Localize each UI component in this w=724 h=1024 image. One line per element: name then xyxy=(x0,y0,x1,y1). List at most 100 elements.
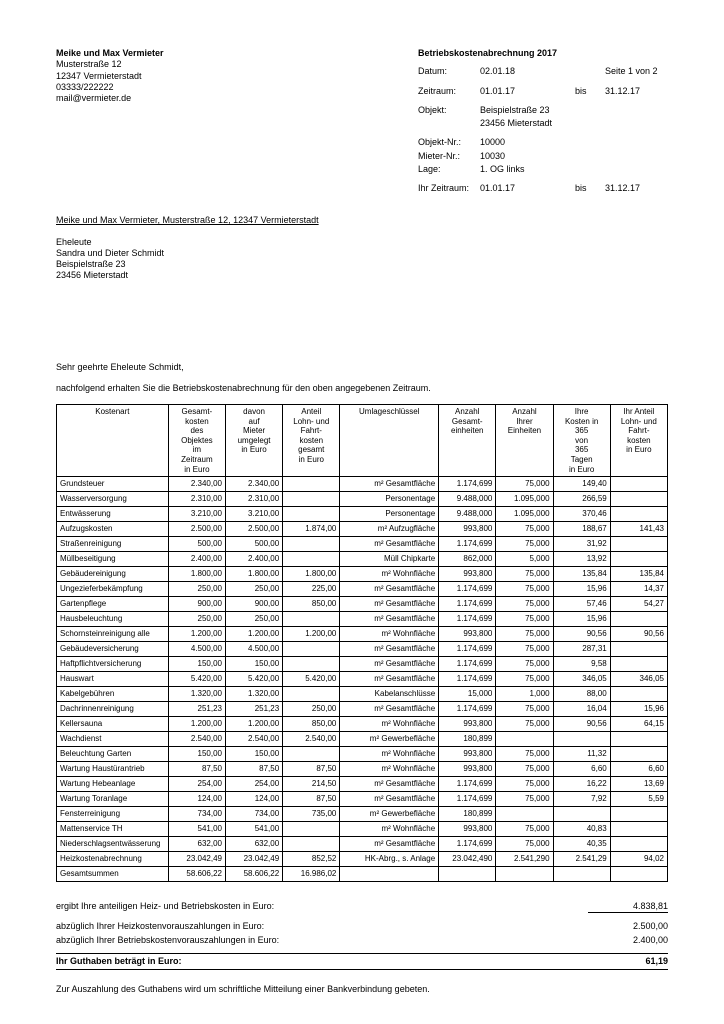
period-from: 01.01.17 xyxy=(480,85,575,98)
recipient-l1: Eheleute xyxy=(56,237,668,248)
ihrz-to: 31.12.17 xyxy=(605,182,668,195)
summary-betrieb-val: 2.400,00 xyxy=(588,935,668,946)
table-row: Wartung Toranlage124,00124,0087,50m² Ges… xyxy=(57,792,668,807)
table-row: Haftpflichtversicherung150,00150,00m² Ge… xyxy=(57,657,668,672)
cell-ik xyxy=(553,807,610,822)
cell-il: 14,37 xyxy=(610,582,667,597)
cell-mieter: 251,23 xyxy=(225,702,282,717)
cell-lohn xyxy=(283,477,340,492)
cell-schluessel: m² Gesamtfläche xyxy=(340,582,439,597)
cell-ie: 1.095,000 xyxy=(496,507,553,522)
objnr: 10000 xyxy=(480,136,668,149)
cell-ie: 5,000 xyxy=(496,552,553,567)
summary-block: ergibt Ihre anteiligen Heiz- und Betrieb… xyxy=(56,900,668,970)
table-row: Wachdienst2.540,002.540,002.540,00m² Gew… xyxy=(57,732,668,747)
table-header-row: Kostenart Gesamt-kostendesObjektesimZeit… xyxy=(57,405,668,477)
cell-ge: 993,800 xyxy=(439,567,496,582)
cell-gesamt: 5.420,00 xyxy=(168,672,225,687)
cell-mieter: 124,00 xyxy=(225,792,282,807)
col-schluessel: Umlageschlüssel xyxy=(340,405,439,477)
cell-gesamt: 150,00 xyxy=(168,657,225,672)
col-mieter: davonaufMieterumgelegtin Euro xyxy=(225,405,282,477)
cost-table: Kostenart Gesamt-kostendesObjektesimZeit… xyxy=(56,404,668,882)
cell-mieter: 2.500,00 xyxy=(225,522,282,537)
table-row: Kabelgebühren1.320,001.320,00Kabelanschl… xyxy=(57,687,668,702)
cell-ik: 16,22 xyxy=(553,777,610,792)
sender-block: Meike und Max Vermieter Musterstraße 12 … xyxy=(56,48,164,104)
cell-ie: 75,000 xyxy=(496,837,553,852)
cell-il xyxy=(610,822,667,837)
cell-lohn: 1.874,00 xyxy=(283,522,340,537)
cell-mieter: 2.400,00 xyxy=(225,552,282,567)
cell-ik: 15,96 xyxy=(553,582,610,597)
table-row: Ungezieferbekämpfung250,00250,00225,00m²… xyxy=(57,582,668,597)
cell-kostenart: Müllbeseitigung xyxy=(57,552,169,567)
table-row: Fensterreinigung734,00734,00735,00m² Gew… xyxy=(57,807,668,822)
cell-ie: 75,000 xyxy=(496,672,553,687)
period-bis: bis xyxy=(575,85,605,98)
cell-il: 6,60 xyxy=(610,762,667,777)
cell-schluessel: m² Gewerbefläche xyxy=(340,807,439,822)
col-kostenart: Kostenart xyxy=(57,405,169,477)
summary-row-guthaben: Ihr Guthaben beträgt in Euro: 61,19 xyxy=(56,953,668,970)
cell-schluessel: m² Gesamtfläche xyxy=(340,477,439,492)
cell-ik: 31,92 xyxy=(553,537,610,552)
cell-ik: 287,31 xyxy=(553,642,610,657)
cell-mieter: 3.210,00 xyxy=(225,507,282,522)
cell-gesamt: 734,00 xyxy=(168,807,225,822)
cell-ik: 90,56 xyxy=(553,717,610,732)
cell-il: 90,56 xyxy=(610,627,667,642)
cell-ie: 75,000 xyxy=(496,642,553,657)
cell-kostenart: Schornsteinreinigung alle xyxy=(57,627,169,642)
cell-ge: 1.174,699 xyxy=(439,792,496,807)
cell-lohn: 2.540,00 xyxy=(283,732,340,747)
summary-total-label: ergibt Ihre anteiligen Heiz- und Betrieb… xyxy=(56,901,274,913)
cell-ie: 1.095,000 xyxy=(496,492,553,507)
sum-il xyxy=(610,867,667,882)
cell-schluessel: m² Gesamtfläche xyxy=(340,597,439,612)
cell-kostenart: Kellersauna xyxy=(57,717,169,732)
cell-ik: 9,58 xyxy=(553,657,610,672)
ihrz-bis: bis xyxy=(575,182,605,195)
cell-ik: 346,05 xyxy=(553,672,610,687)
object-l2: 23456 Mieterstadt xyxy=(480,117,668,130)
cell-mieter: 2.310,00 xyxy=(225,492,282,507)
cell-ie xyxy=(496,732,553,747)
cell-mieter: 734,00 xyxy=(225,807,282,822)
cell-ge: 23.042,490 xyxy=(439,852,496,867)
cell-ik: 135,84 xyxy=(553,567,610,582)
cell-lohn: 214,50 xyxy=(283,777,340,792)
doc-title: Betriebskostenabrechnung 2017 xyxy=(418,48,668,59)
cell-gesamt: 2.310,00 xyxy=(168,492,225,507)
intro-text: nachfolgend erhalten Sie die Betriebskos… xyxy=(56,383,668,394)
cell-il xyxy=(610,642,667,657)
cell-gesamt: 3.210,00 xyxy=(168,507,225,522)
sum-label: Gesamtsummen xyxy=(57,867,169,882)
cell-il: 346,05 xyxy=(610,672,667,687)
summary-row-total: ergibt Ihre anteiligen Heiz- und Betrieb… xyxy=(56,900,668,914)
header-meta: Betriebskostenabrechnung 2017 Datum: 02.… xyxy=(418,48,668,195)
cell-gesamt: 124,00 xyxy=(168,792,225,807)
cell-ie: 75,000 xyxy=(496,717,553,732)
cell-ge: 9.488,000 xyxy=(439,507,496,522)
sum-lohn: 16.986,02 xyxy=(283,867,340,882)
col-gesamteinh: AnzahlGesamt-einheiten xyxy=(439,405,496,477)
cell-gesamt: 541,00 xyxy=(168,822,225,837)
sum-gesamt: 58.606,22 xyxy=(168,867,225,882)
cell-kostenart: Wachdienst xyxy=(57,732,169,747)
cell-mieter: 1.200,00 xyxy=(225,717,282,732)
cell-ik: 15,96 xyxy=(553,612,610,627)
cell-gesamt: 1.320,00 xyxy=(168,687,225,702)
cell-kostenart: Niederschlagsentwässerung xyxy=(57,837,169,852)
cell-schluessel: m² Gesamtfläche xyxy=(340,642,439,657)
cell-il: 135,84 xyxy=(610,567,667,582)
cell-mieter: 632,00 xyxy=(225,837,282,852)
table-row: Heizkostenabrechnung23.042,4923.042,4985… xyxy=(57,852,668,867)
cell-ie: 75,000 xyxy=(496,762,553,777)
cell-il xyxy=(610,687,667,702)
cell-schluessel: m² Wohnfläche xyxy=(340,627,439,642)
recipient-block: Eheleute Sandra und Dieter Schmidt Beisp… xyxy=(56,237,668,282)
mieternr: 10030 xyxy=(480,150,668,163)
cell-ik: 6,60 xyxy=(553,762,610,777)
cell-schluessel: Kabelanschlüsse xyxy=(340,687,439,702)
